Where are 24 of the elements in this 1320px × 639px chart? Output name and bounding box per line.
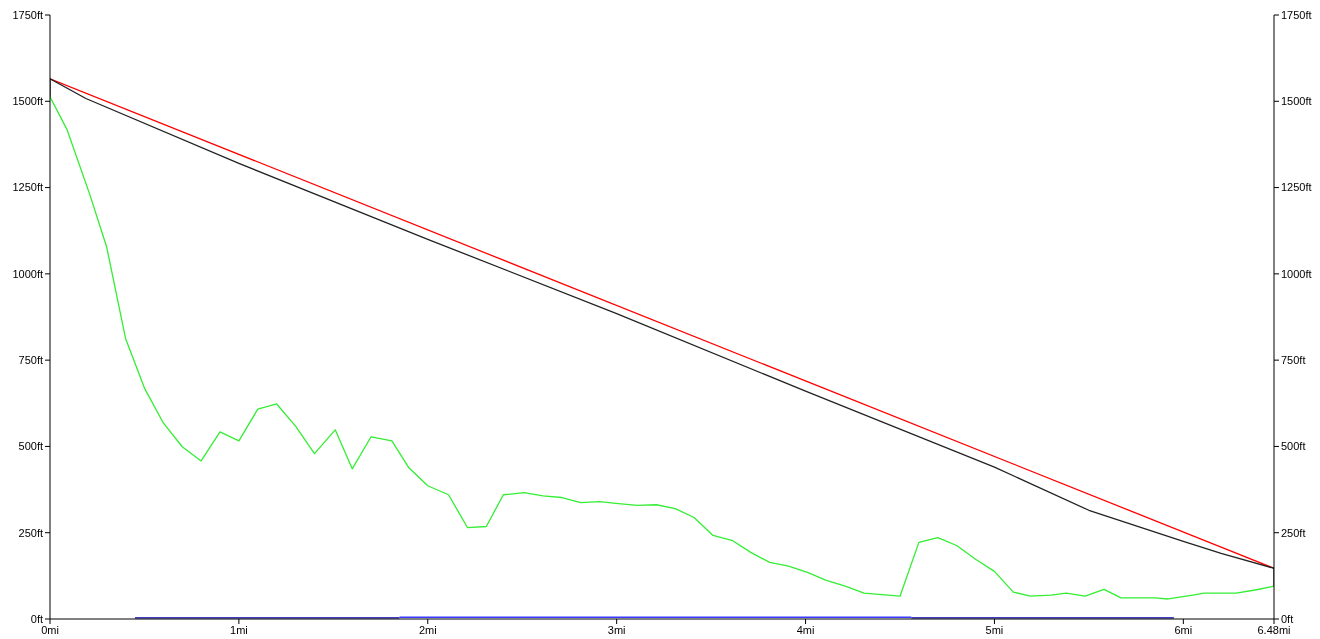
y2-tick-label: 250ft [1281, 526, 1306, 539]
y2-tick-label: 1250ft [1281, 181, 1312, 194]
y-tick-label: 250ft [18, 526, 43, 539]
y2-tick-label: 0ft [1281, 612, 1294, 625]
y2-tick-label: 1000ft [1281, 267, 1312, 280]
x-tick-label: 1mi [230, 623, 248, 636]
y2-tick-label: 1750ft [1281, 8, 1312, 21]
y-tick-label: 500ft [18, 440, 43, 453]
y-tick-label: 1000ft [12, 267, 43, 280]
x-tick-label: 4mi [796, 623, 815, 636]
y-tick-label: 750ft [18, 354, 43, 367]
x-tick-label: 5mi [985, 623, 1004, 636]
y2-tick-label: 500ft [1281, 440, 1306, 453]
y-tick-label: 1500ft [12, 95, 43, 108]
y-tick-label: 1250ft [12, 181, 43, 194]
y2-tick-label: 750ft [1281, 354, 1306, 367]
y2-tick-label: 1500ft [1281, 95, 1312, 108]
x-tick-label: 0mi [41, 623, 59, 636]
x-tick-label: 6.48mi [1257, 623, 1291, 636]
y-tick-label: 1750ft [12, 8, 43, 21]
y-tick-label: 0ft [30, 612, 43, 625]
x-tick-label: 6mi [1174, 623, 1193, 636]
x-tick-label: 2mi [418, 623, 437, 636]
x-tick-label: 3mi [607, 623, 626, 636]
